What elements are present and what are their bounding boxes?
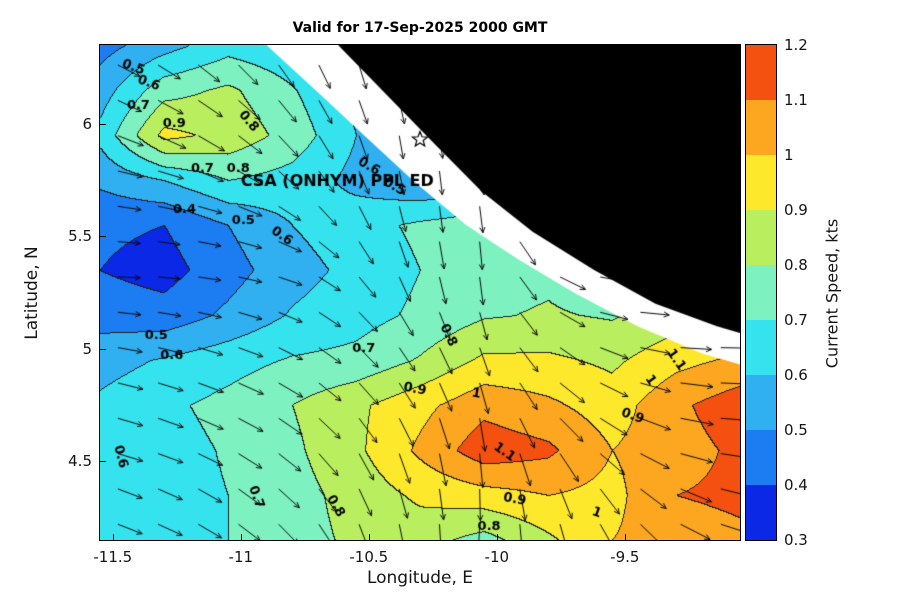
- colorbar-tick-label: 1: [784, 146, 794, 164]
- colorbar-tick-label: 0.8: [784, 256, 808, 274]
- colorbar-tick-label: 0.5: [784, 421, 808, 439]
- colorbar-band: [746, 45, 776, 100]
- colorbar-tick-label: 0.3: [784, 531, 808, 549]
- colorbar-tick-label: 0.7: [784, 311, 808, 329]
- plot-title: Valid for 17-Sep-2025 2000 GMT: [292, 20, 548, 36]
- colorbar-band: [746, 485, 776, 540]
- x-tick-mark: [496, 534, 498, 540]
- colorbar-band: [746, 430, 776, 485]
- plot-area: [99, 44, 741, 541]
- y-tick-label: 4.5: [68, 452, 92, 471]
- x-tick-label: -9.5: [610, 548, 640, 566]
- colorbar-tick-label: 1.1: [784, 91, 808, 109]
- y-tick-label: 6: [82, 114, 92, 133]
- x-tick-mark: [368, 534, 370, 540]
- x-tick-label: -10.5: [349, 548, 389, 566]
- colorbar: [745, 44, 777, 541]
- x-axis-label: Longitude, E: [366, 568, 474, 588]
- y-tick-mark: [100, 236, 106, 238]
- x-tick-label: -11.5: [93, 548, 133, 566]
- y-tick-mark: [100, 348, 106, 350]
- colorbar-label: Current Speed, kts: [822, 218, 842, 369]
- y-axis-label: Latitude, N: [22, 246, 42, 340]
- colorbar-band: [746, 320, 776, 375]
- x-tick-label: -10: [484, 548, 510, 566]
- x-tick-mark: [112, 534, 114, 540]
- x-tick-label: -11: [228, 548, 254, 566]
- contour-field-canvas: [100, 45, 740, 540]
- colorbar-tick-label: 0.4: [784, 476, 808, 494]
- colorbar-tick-label: 0.6: [784, 366, 808, 384]
- colorbar-band: [746, 210, 776, 265]
- colorbar-band: [746, 155, 776, 210]
- y-tick-label: 5.5: [68, 227, 92, 246]
- x-tick-mark: [624, 534, 626, 540]
- colorbar-band: [746, 375, 776, 430]
- colorbar-band: [746, 100, 776, 155]
- y-tick-mark: [100, 123, 106, 125]
- x-tick-mark: [240, 534, 242, 540]
- y-tick-mark: [100, 461, 106, 463]
- y-tick-label: 5: [82, 339, 92, 358]
- colorbar-tick-label: 0.9: [784, 201, 808, 219]
- colorbar-tick-label: 1.2: [784, 36, 808, 54]
- colorbar-band: [746, 265, 776, 320]
